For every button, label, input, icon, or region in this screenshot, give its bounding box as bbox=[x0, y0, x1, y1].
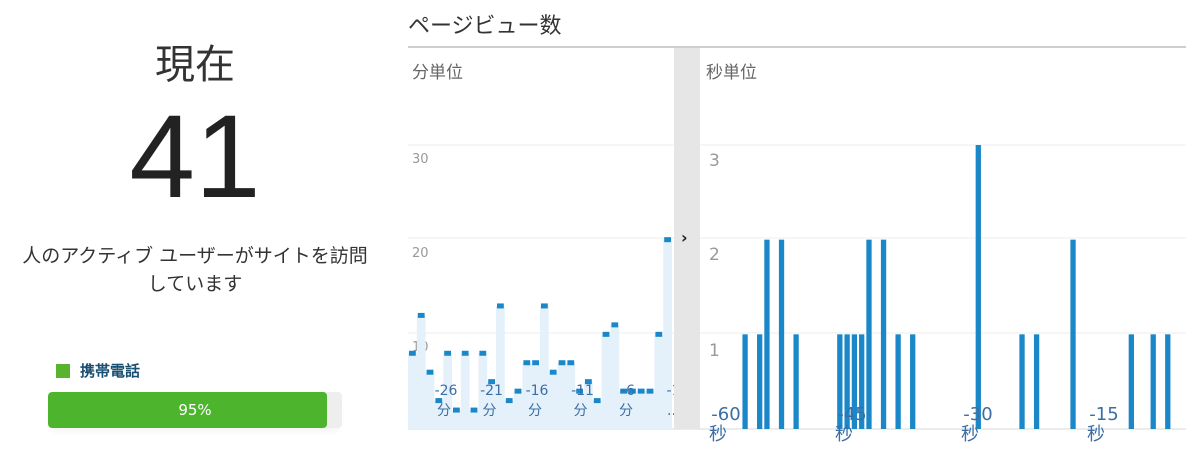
active-users-description: 人のアクティブ ユーザーがサイトを訪問 しています bbox=[0, 242, 390, 298]
minutes-bar[interactable] bbox=[620, 388, 627, 394]
minutes-xtick: -11 bbox=[571, 383, 594, 399]
seconds-bar[interactable] bbox=[895, 334, 901, 429]
minutes-bar[interactable] bbox=[444, 350, 451, 356]
seconds-bar[interactable] bbox=[793, 334, 799, 429]
minutes-bar[interactable] bbox=[505, 398, 513, 404]
minutes-xtick-unit: 分 bbox=[437, 403, 451, 419]
seconds-bar[interactable] bbox=[1070, 239, 1076, 429]
minutes-xtick: -21 bbox=[480, 383, 503, 399]
minutes-bar[interactable] bbox=[426, 369, 434, 375]
seconds-chart: 秒単位 3 2 1 -60秒-45秒-30秒-15秒 bbox=[700, 63, 1186, 445]
minutes-bar[interactable] bbox=[567, 360, 575, 366]
minutes-bar[interactable] bbox=[461, 350, 469, 356]
minutes-xtick-unit: .. bbox=[667, 403, 676, 419]
seconds-xtick-unit: 秒 bbox=[1087, 424, 1105, 445]
legend-swatch bbox=[56, 363, 70, 378]
sec-ytick-1: 1 bbox=[709, 341, 720, 361]
min-ytick-30: 30 bbox=[412, 152, 429, 167]
minutes-bar[interactable] bbox=[611, 322, 619, 328]
minutes-bar[interactable] bbox=[514, 388, 522, 394]
minutes-bar[interactable] bbox=[453, 407, 460, 413]
minutes-bar[interactable] bbox=[541, 303, 548, 309]
seconds-bar[interactable] bbox=[1128, 334, 1134, 429]
device-share-label: 95% bbox=[178, 401, 212, 419]
minutes-bar[interactable] bbox=[629, 388, 636, 394]
seconds-bar[interactable] bbox=[1019, 334, 1025, 429]
minutes-bar[interactable] bbox=[602, 331, 610, 337]
minutes-bar[interactable] bbox=[479, 350, 487, 356]
seconds-bar[interactable] bbox=[837, 334, 843, 429]
seconds-bar[interactable] bbox=[757, 334, 763, 429]
seconds-bar[interactable] bbox=[778, 239, 785, 429]
minutes-bar[interactable] bbox=[655, 331, 663, 337]
minutes-bar[interactable] bbox=[409, 350, 416, 356]
seconds-bar[interactable] bbox=[910, 334, 916, 429]
seconds-bar[interactable] bbox=[742, 334, 748, 429]
seconds-bar[interactable] bbox=[1150, 334, 1156, 429]
seconds-bar[interactable] bbox=[1033, 334, 1040, 429]
minutes-bar[interactable] bbox=[435, 398, 443, 404]
seconds-bar[interactable] bbox=[975, 145, 981, 429]
minutes-xtick: -16 bbox=[526, 383, 549, 399]
device-share-fill bbox=[48, 392, 328, 428]
minutes-bar[interactable] bbox=[488, 379, 495, 385]
seconds-xtick: -30 bbox=[963, 404, 992, 425]
minutes-xtick: -6 bbox=[621, 383, 635, 399]
legend-label: 携帯電話 bbox=[80, 362, 141, 380]
minutes-bar[interactable] bbox=[646, 388, 654, 394]
minutes-xtick-unit: 分 bbox=[619, 403, 633, 419]
description-line-2: しています bbox=[147, 273, 243, 295]
device-share-bar: 95% bbox=[48, 392, 342, 428]
seconds-xtick-unit: 秒 bbox=[709, 424, 727, 445]
seconds-panel-title: 秒単位 bbox=[706, 63, 757, 83]
sec-ytick-2: 2 bbox=[709, 245, 720, 265]
seconds-bar[interactable] bbox=[859, 334, 865, 429]
minutes-bar[interactable] bbox=[523, 360, 531, 366]
description-line-1: 人のアクティブ ユーザーがサイトを訪問 bbox=[22, 245, 368, 267]
minutes-bar[interactable] bbox=[593, 398, 601, 404]
minutes-bar[interactable] bbox=[664, 237, 671, 243]
seconds-xtick: -45 bbox=[837, 404, 866, 425]
minutes-bar[interactable] bbox=[576, 388, 583, 394]
min-ytick-20: 20 bbox=[412, 246, 429, 261]
seconds-bar[interactable] bbox=[844, 334, 850, 429]
panel-splitter[interactable] bbox=[674, 48, 700, 429]
seconds-bar[interactable] bbox=[1165, 334, 1171, 429]
minutes-bar[interactable] bbox=[585, 379, 592, 385]
minutes-bar[interactable] bbox=[532, 360, 539, 366]
minutes-chart: 分単位 30 20 10 -26分-21分-16分-11分-6分-1.. bbox=[408, 63, 680, 429]
minutes-bar[interactable] bbox=[470, 407, 478, 413]
seconds-bar[interactable] bbox=[851, 334, 858, 429]
minutes-bar[interactable] bbox=[558, 360, 566, 366]
seconds-xtick-unit: 秒 bbox=[961, 424, 979, 445]
minutes-bar[interactable] bbox=[417, 312, 425, 318]
now-label: 現在 bbox=[155, 42, 235, 88]
pageviews-title: ページビュー数 bbox=[408, 14, 562, 39]
minutes-bar[interactable] bbox=[637, 388, 645, 394]
seconds-bar[interactable] bbox=[880, 239, 887, 429]
minutes-xtick-unit: 分 bbox=[574, 403, 588, 419]
minutes-bar[interactable] bbox=[549, 369, 557, 375]
active-user-count: 41 bbox=[129, 91, 261, 223]
chevron-right-icon[interactable]: › bbox=[681, 228, 688, 247]
seconds-bar[interactable] bbox=[764, 239, 770, 429]
device-legend: 携帯電話 bbox=[56, 360, 140, 381]
sec-ytick-3: 3 bbox=[709, 151, 720, 171]
seconds-xtick: -15 bbox=[1089, 404, 1118, 425]
minutes-panel-title: 分単位 bbox=[412, 63, 463, 83]
minutes-bar[interactable] bbox=[497, 303, 504, 309]
minutes-xtick-unit: 分 bbox=[483, 403, 497, 419]
seconds-bar[interactable] bbox=[866, 239, 872, 429]
minutes-area bbox=[408, 239, 672, 429]
minutes-xtick-unit: 分 bbox=[528, 403, 542, 419]
active-users-panel: 現在 41 人のアクティブ ユーザーがサイトを訪問 しています 携帯電話 95% bbox=[0, 0, 385, 466]
minutes-xtick: -26 bbox=[435, 383, 458, 399]
seconds-xtick-unit: 秒 bbox=[835, 424, 853, 445]
seconds-xtick: -60 bbox=[711, 404, 740, 425]
